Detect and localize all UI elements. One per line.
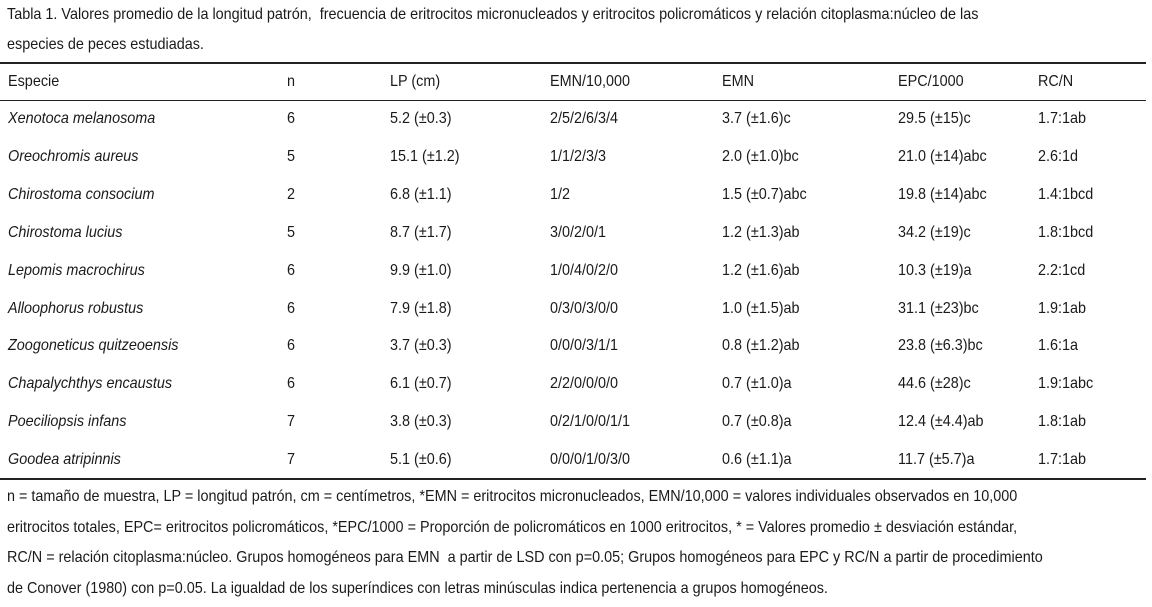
table-cell: 2.2:1cd xyxy=(1038,261,1086,279)
species-cell: Zoogoneticus quitzeoensis xyxy=(8,337,179,355)
column-header: RC/N xyxy=(1038,73,1074,90)
table-cell: 10.3 (±19)a xyxy=(898,261,972,279)
table-cell: 6 xyxy=(287,337,296,355)
table-cell: 44.6 (±28)c xyxy=(898,375,971,393)
caption-line: especies de peces estudiadas. xyxy=(7,36,204,53)
table-cell: 15.1 (±1.2) xyxy=(390,147,460,165)
header-rule xyxy=(0,100,1146,101)
column-header: LP (cm) xyxy=(390,73,441,90)
table-cell: 7.9 (±1.8) xyxy=(390,299,452,317)
species-cell: Goodea atripinnis xyxy=(8,451,121,469)
table-cell: 6.8 (±1.1) xyxy=(390,185,452,203)
bottom-rule xyxy=(0,478,1146,480)
table-cell: 1.0 (±1.5)ab xyxy=(722,299,800,317)
table-cell: 6 xyxy=(287,375,296,393)
table-cell: 5.1 (±0.6) xyxy=(390,451,452,469)
table-cell: 0/0/0/3/1/1 xyxy=(550,337,619,355)
table-cell: 5 xyxy=(287,223,296,241)
column-header: n xyxy=(287,73,296,90)
table-cell: 1.7:1ab xyxy=(1038,451,1087,469)
species-cell: Lepomis macrochirus xyxy=(8,261,145,279)
table-cell: 7 xyxy=(287,413,296,431)
table-cell: 1.2 (±1.6)ab xyxy=(722,261,800,279)
species-cell: Chirostoma lucius xyxy=(8,223,123,241)
species-cell: Alloophorus robustus xyxy=(8,299,144,317)
column-header: EPC/1000 xyxy=(898,73,964,90)
table-cell: 0.6 (±1.1)a xyxy=(722,451,792,469)
table-cell: 0/2/1/0/0/1/1 xyxy=(550,413,631,431)
table-cell: 2 xyxy=(287,185,296,203)
species-cell: Chapalychthys encaustus xyxy=(8,375,173,393)
table-cell: 1.7:1ab xyxy=(1038,110,1087,127)
table-cell: 2/5/2/6/3/4 xyxy=(550,110,619,127)
table-cell: 0.7 (±0.8)a xyxy=(722,413,792,431)
table-cell: 0.8 (±1.2)ab xyxy=(722,337,800,355)
column-header: Especie xyxy=(8,73,60,90)
table-cell: 2.6:1d xyxy=(1038,147,1079,165)
table-cell: 19.8 (±14)abc xyxy=(898,185,987,203)
table-cell: 29.5 (±15)c xyxy=(898,110,971,127)
table-cell: 3.7 (±0.3) xyxy=(390,337,452,355)
table-cell: 1.5 (±0.7)abc xyxy=(722,185,807,203)
species-cell: Xenotoca melanosoma xyxy=(8,110,156,127)
footnote-line: de Conover (1980) con p=0.05. La igualda… xyxy=(7,579,828,597)
table-cell: 3/0/2/0/1 xyxy=(550,223,607,241)
table-cell: 8.7 (±1.7) xyxy=(390,223,452,241)
table-cell: 3.7 (±1.6)c xyxy=(722,110,791,127)
table-cell: 0/0/0/1/0/3/0 xyxy=(550,451,631,469)
table-cell: 21.0 (±14)abc xyxy=(898,147,987,165)
table-cell: 1.4:1bcd xyxy=(1038,185,1094,203)
table-cell: 1.2 (±1.3)ab xyxy=(722,223,800,241)
top-rule xyxy=(0,62,1146,64)
table-cell: 1.8:1ab xyxy=(1038,413,1087,431)
table-cell: 9.9 (±1.0) xyxy=(390,261,452,279)
table-cell: 0/3/0/3/0/0 xyxy=(550,299,619,317)
table-cell: 12.4 (±4.4)ab xyxy=(898,413,984,431)
column-header: EMN/10,000 xyxy=(550,73,631,90)
table-cell: 1.9:1ab xyxy=(1038,299,1087,317)
footnote-line: n = tamaño de muestra, LP = longitud pat… xyxy=(7,488,1018,505)
table-cell: 1.6:1a xyxy=(1038,337,1079,355)
table-cell: 2.0 (±1.0)bc xyxy=(722,147,799,165)
table-cell: 2/2/0/0/0/0 xyxy=(550,375,619,393)
table-cell: 34.2 (±19)c xyxy=(898,223,971,241)
table-cell: 6 xyxy=(287,110,296,127)
caption-line: Tabla 1. Valores promedio de la longitud… xyxy=(7,6,979,23)
table-cell: 1/2 xyxy=(550,185,571,203)
table-cell: 3.8 (±0.3) xyxy=(390,413,452,431)
table-cell: 1.9:1abc xyxy=(1038,375,1094,393)
column-header: EMN xyxy=(722,73,755,90)
table-cell: 1.8:1bcd xyxy=(1038,223,1094,241)
footnote-line: eritrocitos totales, EPC= eritrocitos po… xyxy=(7,518,1018,536)
table-cell: 0.7 (±1.0)a xyxy=(722,375,792,393)
table-cell: 6 xyxy=(287,299,296,317)
species-cell: Chirostoma consocium xyxy=(8,185,155,203)
table-cell: 1/1/2/3/3 xyxy=(550,147,607,165)
table-cell: 5.2 (±0.3) xyxy=(390,110,452,127)
table-cell: 11.7 (±5.7)a xyxy=(898,451,975,469)
table-cell: 7 xyxy=(287,451,296,469)
table-cell: 23.8 (±6.3)bc xyxy=(898,337,983,355)
table-cell: 1/0/4/0/2/0 xyxy=(550,261,619,279)
table-cell: 5 xyxy=(287,147,296,165)
species-cell: Oreochromis aureus xyxy=(8,147,139,165)
table-cell: 6.1 (±0.7) xyxy=(390,375,452,393)
table-cell: 6 xyxy=(287,261,296,279)
table-cell: 31.1 (±23)bc xyxy=(898,299,979,317)
species-cell: Poeciliopsis infans xyxy=(8,413,127,431)
footnote-line: RC/N = relación citoplasma:núcleo. Grupo… xyxy=(7,549,1043,566)
